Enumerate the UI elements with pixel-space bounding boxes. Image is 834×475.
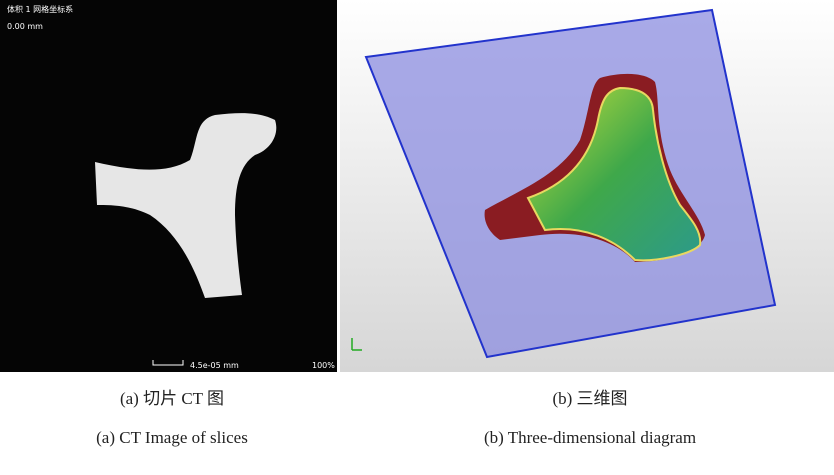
scale-label: 4.5e-05 mm: [190, 361, 239, 370]
caption-zh: (b) 三维图: [552, 389, 627, 408]
overlay-depth: 0.00 mm: [7, 22, 43, 31]
page: 体积 1 网格坐标系 0.00 mm 4.5e-05 mm 100% (a) 切…: [0, 0, 834, 475]
caption-en: (a) CT Image of slices: [96, 428, 248, 447]
zoom-label: 100%: [312, 361, 335, 370]
overlay-title: 体积 1 网格坐标系: [7, 4, 73, 14]
figure: 体积 1 网格坐标系 0.00 mm 4.5e-05 mm 100% (a) 切…: [0, 0, 834, 475]
caption-zh: (a) 切片 CT 图: [120, 389, 224, 408]
caption-en: (b) Three-dimensional diagram: [484, 428, 696, 447]
